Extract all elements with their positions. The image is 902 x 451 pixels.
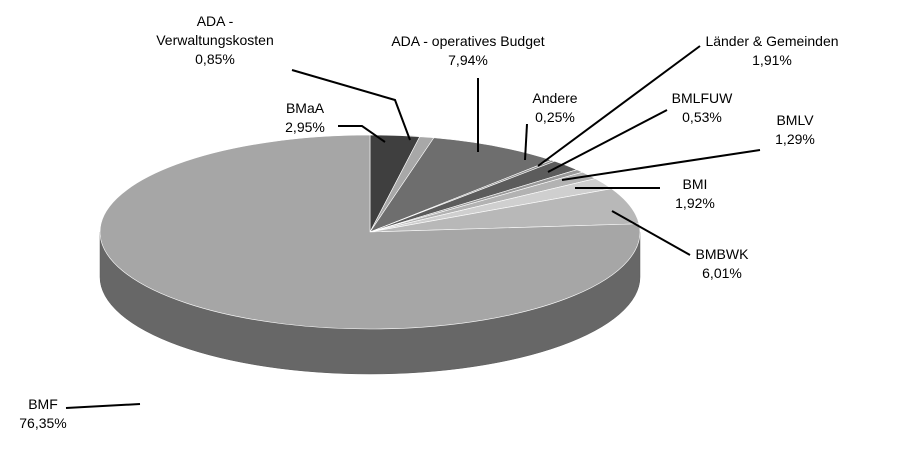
value-label: 1,29% (775, 131, 815, 147)
data-label: ADA - Verwaltungskosten 0,85% (145, 12, 285, 69)
value-label: 2,95% (285, 119, 325, 135)
data-label: BMBWK 6,01% (677, 245, 767, 283)
leader-line (537, 45, 701, 167)
data-label: BMaA 2,95% (265, 99, 345, 137)
data-label: BMF 76,35% (3, 395, 83, 433)
category-label: Länder & Gemeinden (705, 33, 839, 49)
data-label: BMLV 1,29% (755, 111, 835, 149)
value-label: 0,25% (535, 109, 575, 125)
data-label: BMI 1,92% (655, 175, 735, 213)
leader-line (611, 210, 691, 256)
value-label: 7,94% (448, 52, 488, 68)
pie-slice (99, 134, 641, 330)
category-label: Andere (532, 90, 578, 106)
value-label: 76,35% (19, 415, 67, 431)
leader-line (561, 149, 761, 181)
category-label: BMLFUW (671, 90, 733, 106)
category-label: BMF (28, 396, 58, 412)
category-label: BMI (682, 176, 708, 192)
leader-line (547, 109, 668, 173)
category-label: ADA - operatives Budget (391, 33, 545, 49)
value-label: 0,85% (195, 51, 235, 67)
category-label: BMLV (776, 112, 814, 128)
leader-line (291, 69, 411, 141)
category-label: BMaA (285, 100, 325, 116)
value-label: 0,53% (682, 109, 722, 125)
leader-line (524, 123, 528, 161)
data-label: Andere 0,25% (515, 89, 595, 127)
value-label: 6,01% (702, 265, 742, 281)
data-label: Länder & Gemeinden 1,91% (687, 32, 857, 70)
data-label: ADA - operatives Budget 7,94% (358, 32, 578, 70)
data-label: BMLFUW 0,53% (652, 89, 752, 127)
value-label: 1,91% (752, 52, 792, 68)
leader-line (338, 125, 386, 143)
category-label: BMBWK (695, 246, 749, 262)
category-label: ADA - Verwaltungskosten (156, 13, 274, 48)
leader-line (65, 403, 141, 409)
value-label: 1,92% (675, 195, 715, 211)
